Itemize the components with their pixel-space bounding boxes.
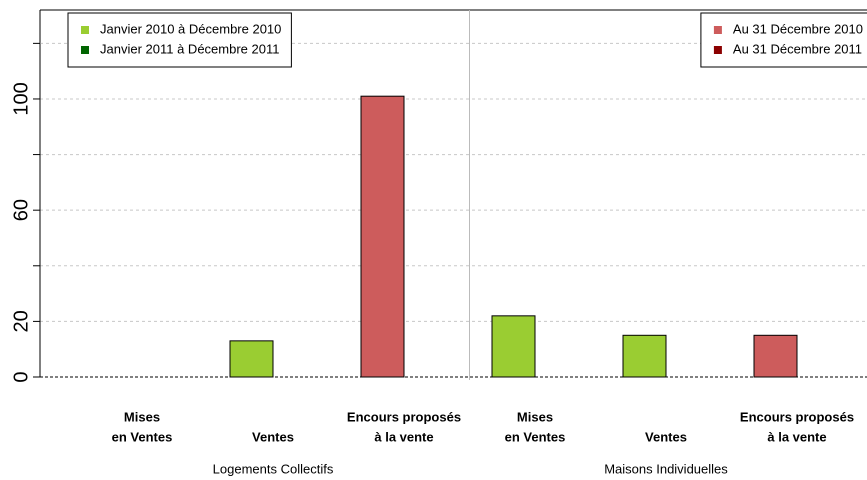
- y-tick-label: 100: [10, 82, 32, 115]
- legend-box: [700, 12, 867, 68]
- x-tick-label: à la vente: [767, 429, 826, 444]
- bar: [491, 315, 536, 378]
- legend: Au 31 Décembre 2010 Au 31 Décembre 2011: [700, 12, 867, 68]
- legend-swatch: [713, 26, 722, 34]
- legend-swatch: [81, 46, 89, 54]
- x-tick-label: Ventes: [252, 429, 294, 444]
- legend-label: Au 31 Décembre 2010: [733, 21, 863, 36]
- x-tick-label: Mises: [517, 409, 553, 424]
- legend-box: [67, 12, 292, 68]
- group-label: Logements Collectifs: [213, 461, 334, 476]
- x-tick-label: Mises: [124, 409, 160, 424]
- y-tick-label: 0: [10, 371, 32, 382]
- y-tick-label: 20: [10, 310, 32, 332]
- bar: [229, 340, 274, 378]
- legend: Janvier 2010 à Décembre 2010 Janvier 2011…: [67, 12, 292, 68]
- x-tick-label: en Ventes: [505, 429, 566, 444]
- legend-label: Au 31 Décembre 2011: [733, 41, 862, 56]
- x-tick-label: Encours proposés: [347, 409, 461, 424]
- x-tick-label: Encours proposés: [740, 409, 854, 424]
- legend-label: Janvier 2011 à Décembre 2011: [100, 41, 279, 56]
- bar: [753, 334, 798, 378]
- x-tick-label: à la vente: [374, 429, 433, 444]
- x-tick-label: Ventes: [645, 429, 687, 444]
- y-tick-label: 60: [10, 199, 32, 221]
- bar: [622, 334, 667, 378]
- bar: [360, 95, 405, 378]
- legend-swatch: [81, 26, 89, 34]
- x-tick-label: en Ventes: [112, 429, 173, 444]
- legend-swatch: [713, 46, 722, 54]
- legend-label: Janvier 2010 à Décembre 2010: [100, 21, 281, 36]
- group-label: Maisons Individuelles: [604, 461, 728, 476]
